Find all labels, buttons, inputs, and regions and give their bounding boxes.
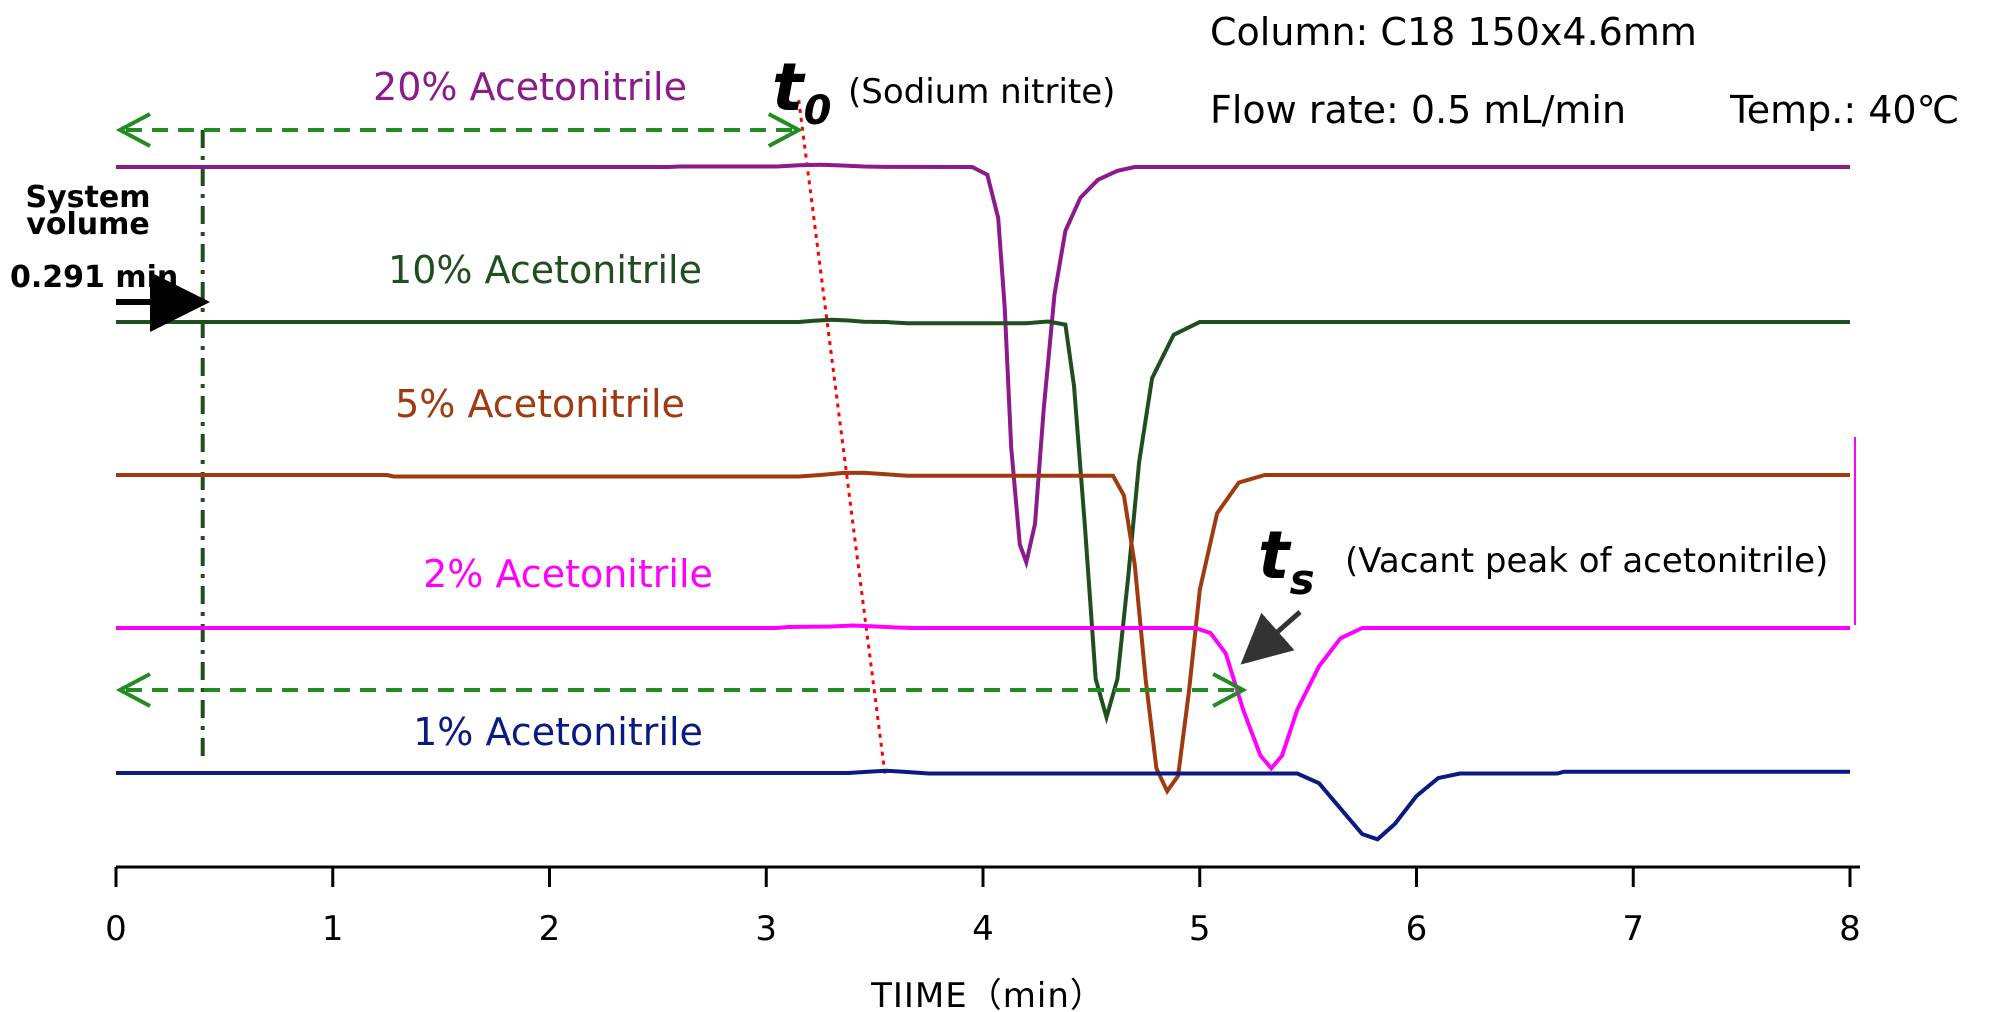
- x-axis-ticks: 0 1 2 3 4 5 6 7 8: [105, 867, 1861, 949]
- series-line-2pct: [116, 623, 1850, 772]
- system-volume-label-line1: System: [26, 180, 151, 215]
- x-tick-label-2: 2: [539, 909, 561, 949]
- x-tick-label-7: 7: [1622, 909, 1644, 949]
- dead-time-arrow-1: [115, 112, 804, 148]
- series-group: [116, 162, 1850, 842]
- x-axis-title: TIIME（min）: [870, 976, 1105, 1012]
- series-label-1pct: 1% Acetonitrile: [413, 710, 703, 754]
- ts-letter: t: [1258, 517, 1292, 594]
- t0-subscript: 0: [804, 88, 832, 134]
- system-volume-label-line3: 0.291 min: [10, 260, 178, 295]
- ts-description: (Vacant peak of acetonitrile): [1345, 541, 1828, 581]
- ts-marker: ts: [1258, 517, 1315, 604]
- x-tick-label-1: 1: [322, 909, 344, 949]
- series-label-5pct: 5% Acetonitrile: [395, 382, 685, 426]
- x-tick-label-5: 5: [1189, 909, 1211, 949]
- x-tick-label-6: 6: [1406, 909, 1428, 949]
- ts-pointer-arrow: [1240, 610, 1302, 665]
- temperature-info: Temp.: 40℃: [1729, 88, 1959, 132]
- dead-time-arrows: [115, 112, 1248, 708]
- x-tick-label-8: 8: [1839, 909, 1861, 949]
- x-tick-label-0: 0: [105, 909, 127, 949]
- series-line-1pct: [116, 768, 1850, 842]
- ts-subscript: s: [1290, 555, 1315, 604]
- series-line-5pct: [116, 470, 1850, 796]
- t0-marker: t0: [772, 49, 831, 134]
- x-tick-label-3: 3: [755, 909, 777, 949]
- t0-letter: t: [772, 49, 806, 126]
- t0-description: (Sodium nitrite): [848, 72, 1115, 112]
- series-label-2pct: 2% Acetonitrile: [423, 552, 713, 596]
- flow-rate-info: Flow rate: 0.5 mL/min: [1210, 88, 1626, 132]
- series-label-10pct: 10% Acetonitrile: [388, 248, 702, 292]
- dead-time-arrow-2: [115, 672, 1248, 708]
- t0-dotted-line: [797, 99, 887, 779]
- series-line-20pct: [116, 162, 1850, 570]
- x-tick-label-4: 4: [972, 909, 994, 949]
- series-line-10pct: [116, 317, 1850, 725]
- system-volume-label-line2: volume: [26, 207, 149, 242]
- series-label-20pct: 20% Acetonitrile: [373, 65, 687, 109]
- column-info: Column: C18 150x4.6mm: [1210, 10, 1697, 54]
